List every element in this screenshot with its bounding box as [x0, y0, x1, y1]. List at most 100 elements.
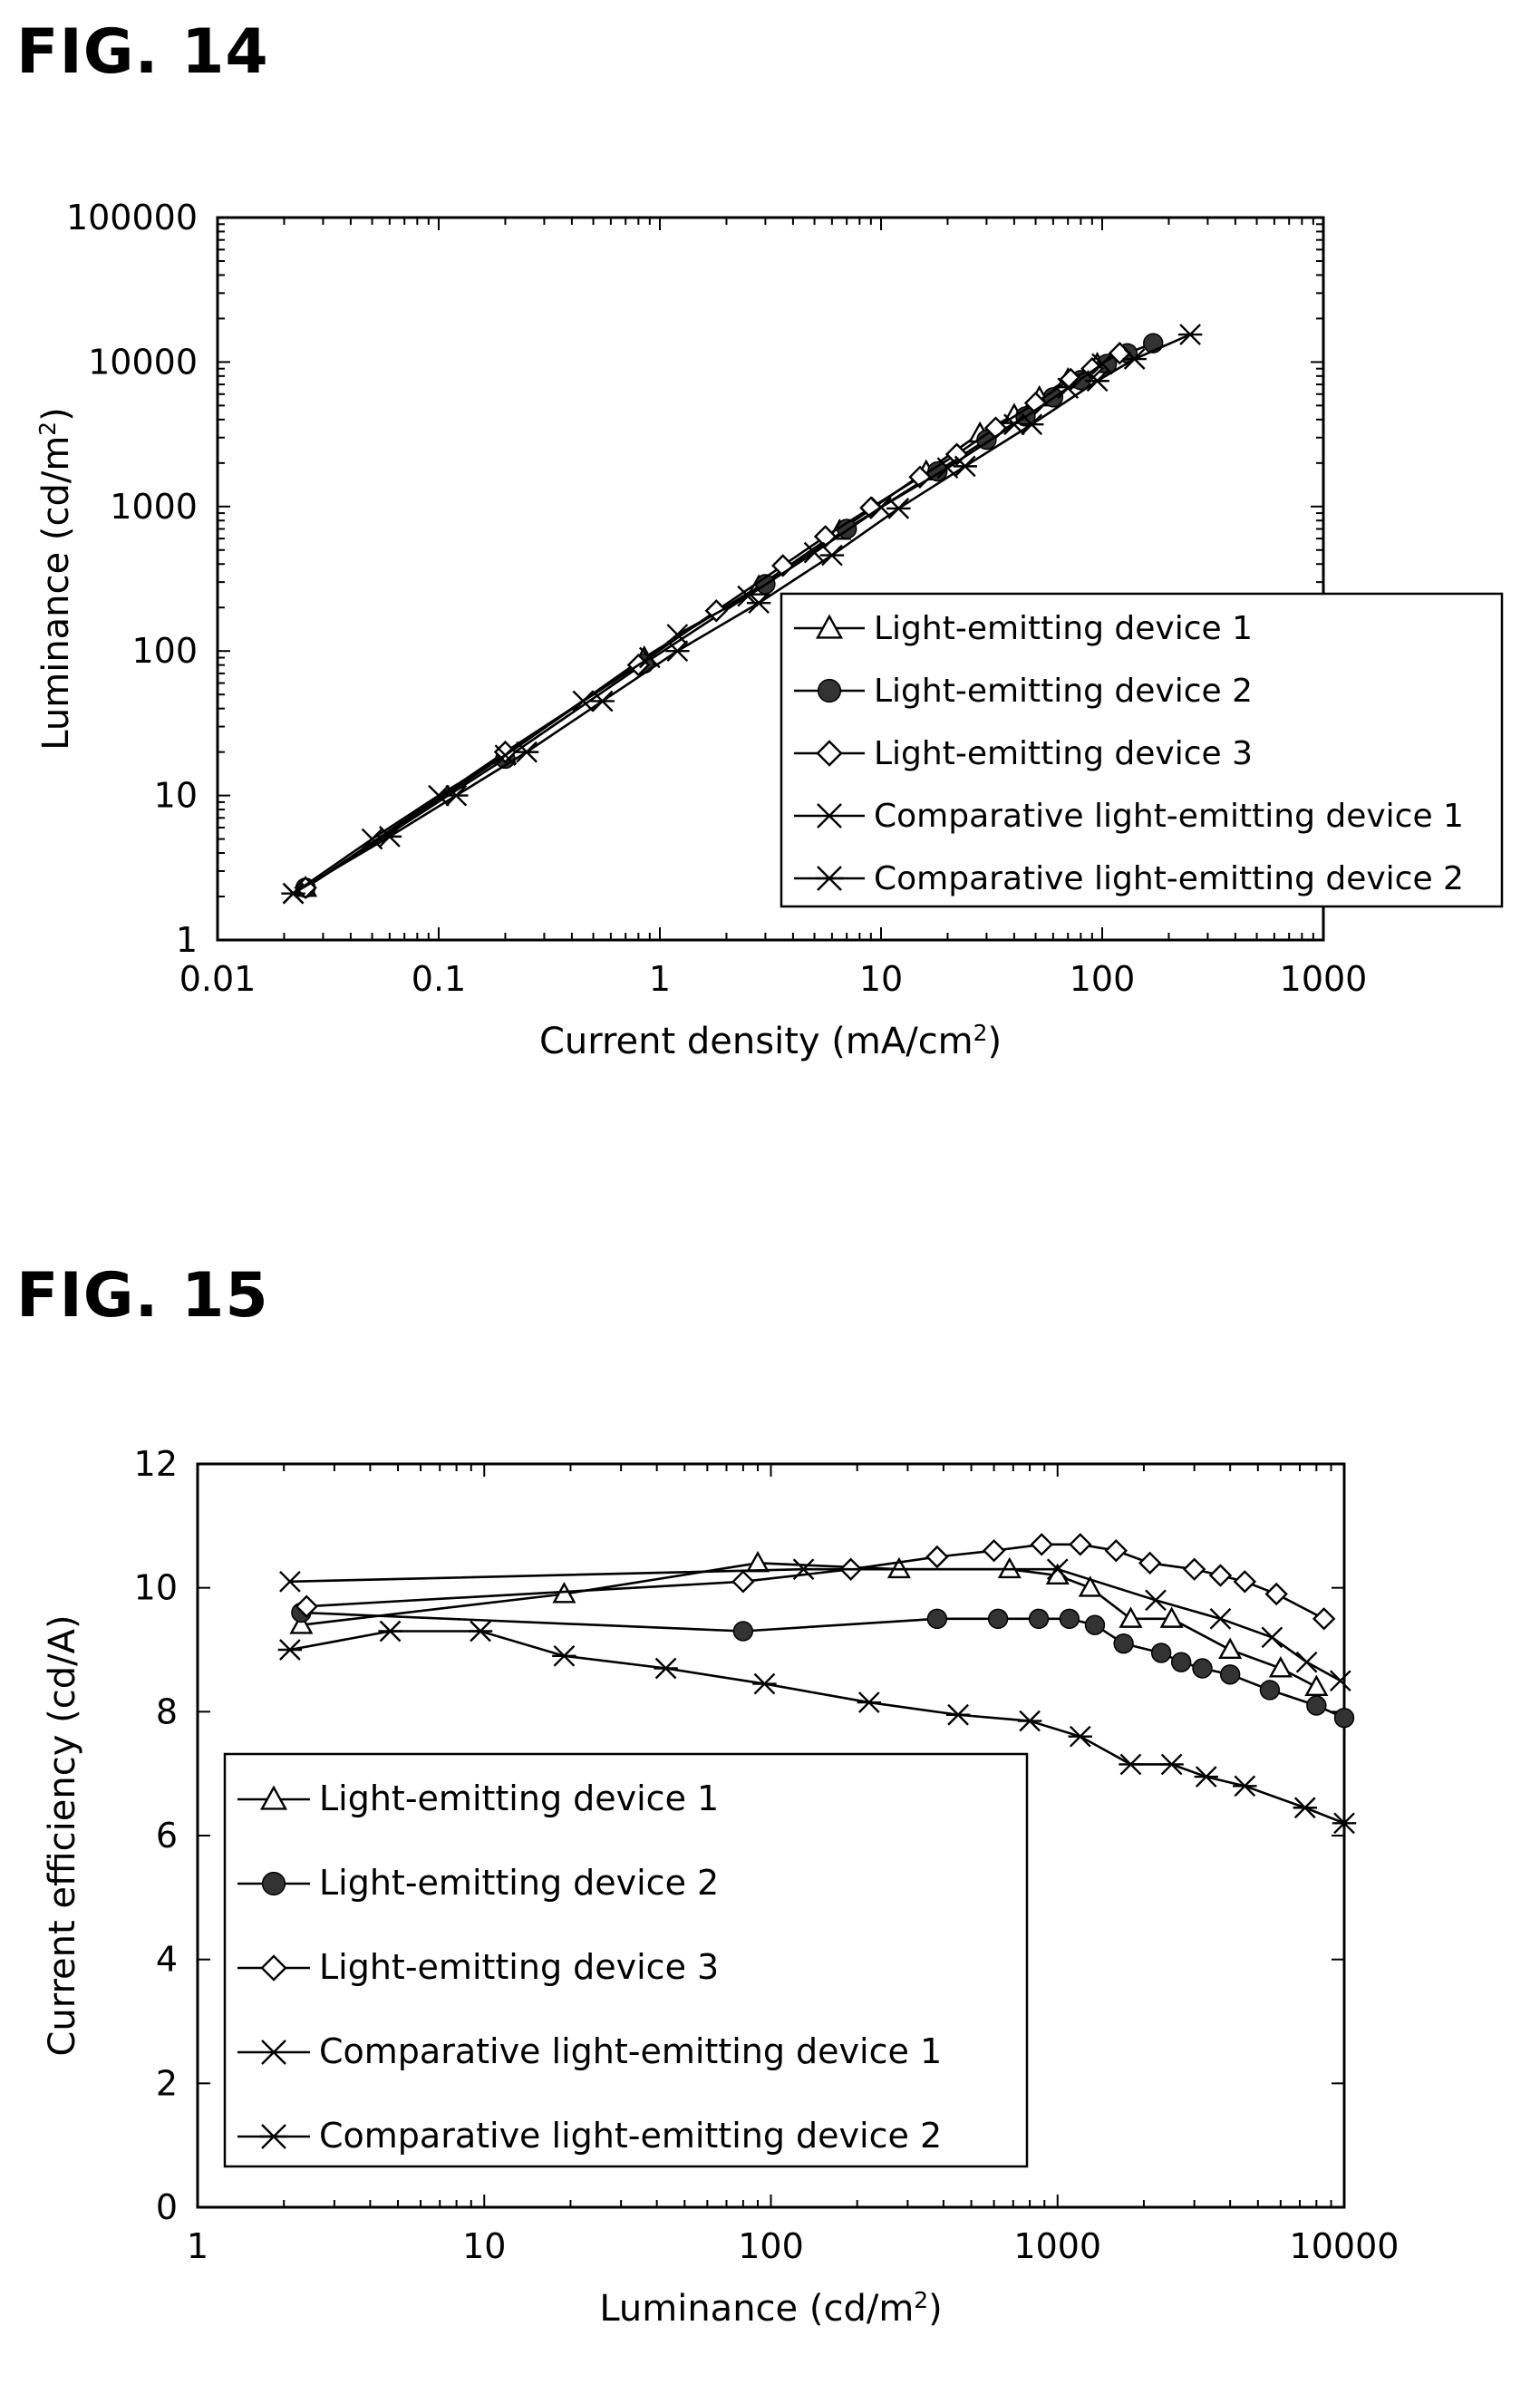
- legend-marker: [259, 2124, 288, 2149]
- data-point: [279, 1570, 301, 1593]
- y-tick-label: 8: [156, 1691, 178, 1731]
- data-point: [1119, 1606, 1143, 1628]
- data-point: [1333, 1707, 1355, 1729]
- y-axis-label: Luminance (cd/m2): [34, 407, 78, 750]
- data-point: [1078, 1575, 1102, 1597]
- y-tick-label: 0: [156, 2187, 178, 2227]
- legend-marker: [259, 1785, 288, 1810]
- x-tick-label: 0.1: [412, 959, 466, 999]
- x-tick-label: 100: [1070, 959, 1136, 999]
- data-point: [1122, 348, 1147, 370]
- data-point: [746, 592, 771, 615]
- data-point: [1068, 1725, 1092, 1748]
- data-point: [1192, 1658, 1213, 1679]
- data-point: [745, 1550, 770, 1573]
- data-point: [1233, 1775, 1257, 1798]
- legend-box: [223, 1752, 1029, 2168]
- data-point: [1218, 1637, 1243, 1659]
- data-point: [792, 1558, 815, 1581]
- legend-marker: [816, 740, 843, 767]
- data-point: [590, 690, 615, 712]
- data-point: [666, 624, 689, 645]
- data-point: [1306, 1695, 1327, 1716]
- data-point: [1119, 1753, 1143, 1776]
- data-point: [1023, 391, 1048, 415]
- data-point: [377, 826, 402, 848]
- x-tick-label: 1: [649, 959, 671, 999]
- figure-14-title: FIG. 14: [16, 16, 269, 88]
- legend-marker: [815, 614, 844, 639]
- data-point: [945, 1703, 971, 1726]
- plot-frame: [216, 216, 1325, 942]
- data-point: [987, 1608, 1009, 1630]
- data-point: [1293, 1797, 1317, 1819]
- data-point: [1208, 1564, 1233, 1587]
- legend-marker: [261, 1871, 286, 1896]
- data-point: [732, 1621, 754, 1642]
- data-point: [752, 1672, 777, 1695]
- data-point: [1259, 1680, 1281, 1701]
- series-line: [292, 333, 1191, 895]
- data-point: [444, 784, 469, 807]
- x-tick-label: 1000: [1280, 959, 1368, 999]
- data-point: [1159, 1606, 1184, 1628]
- data-point: [1150, 1643, 1172, 1663]
- data-point: [982, 1538, 1006, 1563]
- data-point: [1017, 1710, 1042, 1732]
- data-point: [926, 1608, 948, 1630]
- series-3: [295, 1533, 1336, 1631]
- data-point: [1145, 1589, 1167, 1612]
- data-point: [925, 1545, 949, 1569]
- data-point: [953, 455, 977, 478]
- data-point: [870, 496, 892, 518]
- data-point: [1209, 1607, 1232, 1630]
- y-tick-label: 12: [134, 1444, 178, 1484]
- legend-label: Light-emitting device 2: [319, 1863, 719, 1903]
- data-point: [1332, 1812, 1357, 1835]
- data-point: [1182, 1557, 1206, 1581]
- legend-label: Comparative light-emitting device 2: [319, 2116, 942, 2156]
- data-point: [1177, 324, 1203, 345]
- series-5: [281, 324, 1203, 905]
- legend-label: Light-emitting device 1: [319, 1778, 719, 1818]
- figure-15-title: FIG. 15: [16, 1260, 269, 1332]
- legend-marker: [815, 866, 844, 891]
- y-axis-label: Current efficiency (cd/A): [42, 1614, 83, 2056]
- data-point: [1059, 367, 1082, 392]
- data-point: [1304, 1674, 1329, 1696]
- data-point: [514, 741, 539, 763]
- legend-label: Comparative light-emitting device 1: [319, 2031, 942, 2071]
- data-point: [1030, 1533, 1053, 1556]
- x-tick-label: 1000: [1013, 2226, 1101, 2266]
- data-point: [552, 1644, 576, 1667]
- y-tick-label: 10: [154, 776, 198, 816]
- data-point: [277, 1639, 303, 1661]
- series-4: [279, 1558, 1351, 1692]
- data-point: [1329, 1670, 1351, 1692]
- legend-marker: [817, 803, 842, 829]
- data-point: [1261, 1626, 1283, 1649]
- legend-marker: [260, 1954, 287, 1982]
- data-point: [1219, 1664, 1241, 1685]
- y-tick-label: 10: [134, 1568, 178, 1608]
- data-point: [1268, 1656, 1293, 1678]
- x-tick-label: 10000: [1290, 2226, 1400, 2266]
- data-point: [361, 828, 383, 850]
- data-point: [1113, 1633, 1134, 1654]
- data-point: [1046, 1558, 1069, 1581]
- figure-14-chart: 0.01 0.1 1 10 100 1000 1 10 100 1000 10000 100000 Cu…: [34, 198, 1504, 1062]
- data-point: [936, 457, 959, 480]
- y-tick-label: 100000: [66, 198, 198, 237]
- data-point: [1312, 1607, 1336, 1631]
- y-tick-label: 10000: [88, 342, 198, 382]
- x-tick-label: 1: [187, 2226, 208, 2266]
- data-point: [1264, 1582, 1288, 1606]
- data-point: [1170, 1652, 1192, 1672]
- data-point: [1104, 1538, 1128, 1563]
- data-point: [1028, 1608, 1050, 1630]
- data-point: [1091, 353, 1113, 375]
- data-point: [1069, 1533, 1092, 1556]
- y-tick-label: 2: [156, 2063, 178, 2103]
- legend-label: Comparative light-emitting device 1: [874, 798, 1464, 835]
- x-tick-label: 10: [859, 959, 903, 999]
